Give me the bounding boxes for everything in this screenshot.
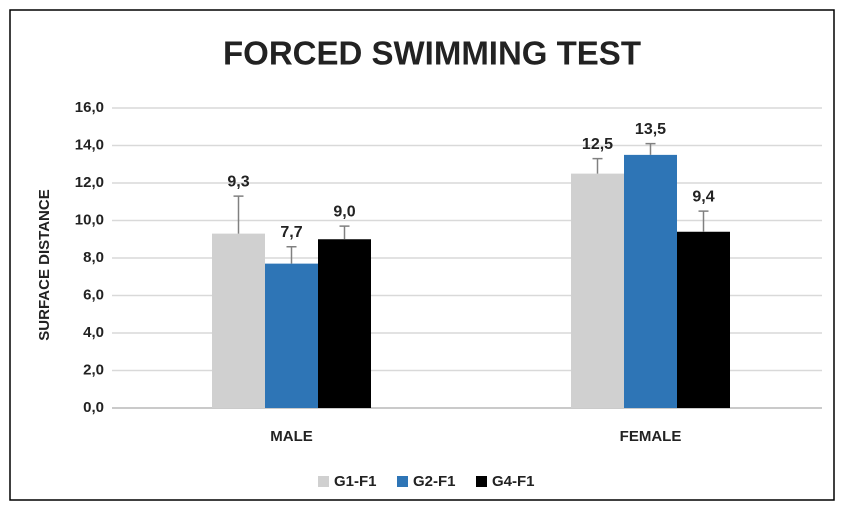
y-tick-label: 6,0: [83, 286, 104, 303]
legend-swatch: [318, 476, 329, 487]
bar: [677, 231, 730, 408]
data-label: 13,5: [635, 121, 666, 138]
y-tick-label: 8,0: [83, 249, 104, 266]
data-label: 9,4: [692, 188, 714, 205]
legend-swatch: [397, 476, 408, 487]
y-axis-label: SURFACE DISTANCE: [36, 189, 53, 340]
bar: [318, 239, 371, 408]
y-tick-label: 2,0: [83, 361, 104, 378]
bar: [265, 263, 318, 408]
bar: [571, 173, 624, 408]
y-tick-label: 4,0: [83, 324, 104, 341]
data-label: 9,0: [333, 203, 355, 220]
data-label: 9,3: [227, 173, 249, 190]
bar: [624, 154, 677, 408]
data-label: 12,5: [582, 136, 613, 153]
y-tick-label: 14,0: [75, 136, 104, 153]
legend-label: G1-F1: [334, 473, 377, 490]
bar: [212, 233, 265, 408]
y-tick-label: 0,0: [83, 399, 104, 416]
legend-label: G4-F1: [492, 473, 535, 490]
legend-label: G2-F1: [413, 473, 456, 490]
x-tick-label: MALE: [270, 428, 313, 445]
y-tick-label: 12,0: [75, 174, 104, 191]
y-tick-label: 10,0: [75, 211, 104, 228]
x-tick-label: FEMALE: [620, 428, 682, 445]
data-label: 7,7: [280, 224, 302, 241]
chart-title: FORCED SWIMMING TEST: [223, 35, 641, 72]
y-tick-label: 16,0: [75, 99, 104, 116]
legend-swatch: [476, 476, 487, 487]
